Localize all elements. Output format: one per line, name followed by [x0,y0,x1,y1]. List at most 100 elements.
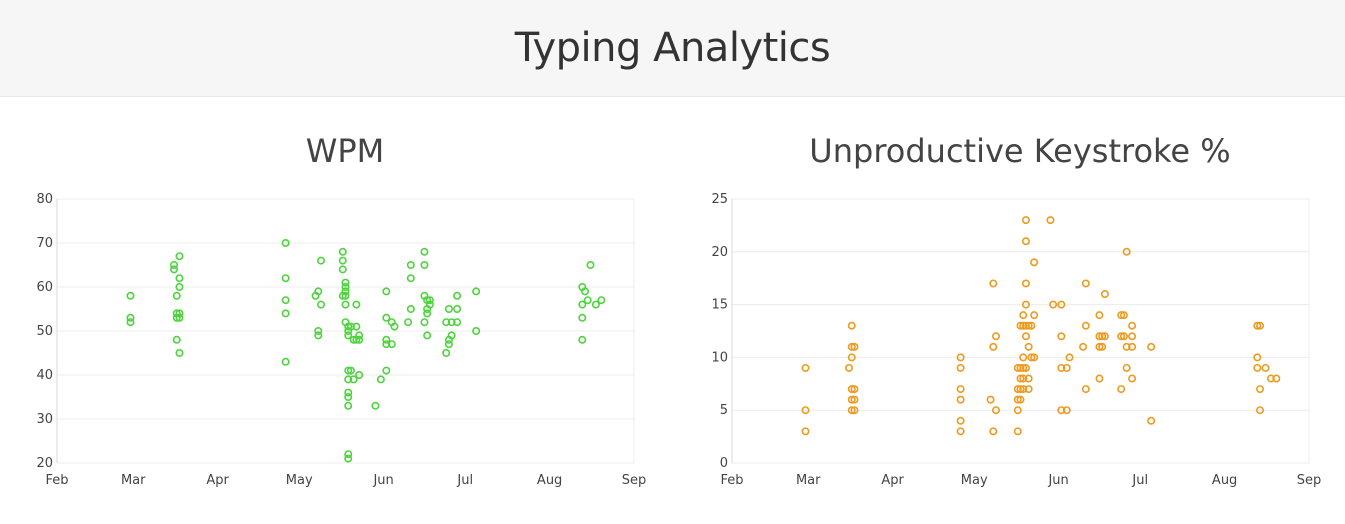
data-point [175,252,184,261]
data-point [453,304,462,313]
data-point [578,313,587,322]
data-point [1253,321,1262,330]
data-point [281,274,290,283]
y-tick-label: 70 [36,236,53,251]
y-tick-label: 40 [36,368,53,383]
data-point [1013,385,1022,394]
data-point [376,375,385,384]
data-point [352,300,361,309]
data-point [420,318,429,327]
data-point [1021,279,1030,288]
data-point [355,335,364,344]
data-point [1027,353,1036,362]
data-point [986,395,995,404]
data-point [453,291,462,300]
data-point [344,401,353,410]
data-point [845,363,854,372]
data-point [1117,332,1126,341]
data-point [314,331,323,340]
data-point [1013,427,1022,436]
data-point [1013,395,1022,404]
data-point [420,260,429,269]
data-point [1128,321,1137,330]
data-point [1100,332,1109,341]
data-point [847,342,856,351]
data-point [1016,385,1025,394]
data-point [349,335,358,344]
x-tick-label: Feb [45,473,68,488]
data-point [1119,311,1128,320]
data-point [344,392,353,401]
data-point [581,287,590,296]
x-tick-label: May [961,473,988,488]
data-point [847,321,856,330]
y-tick-label: 0 [720,456,728,471]
data-point [314,287,323,296]
data-point [850,385,859,394]
data-point [1019,321,1028,330]
data-point [314,326,323,335]
data-point [850,406,859,415]
data-point [1027,321,1036,330]
data-point [423,309,432,318]
data-point [1147,342,1156,351]
data-point [1021,300,1030,309]
data-point [172,291,181,300]
y-tick-label: 15 [711,298,728,313]
unproductive-chart-title: Unproductive Keystroke % [809,132,1231,170]
data-point [992,332,1001,341]
data-point [1122,363,1131,372]
data-point [404,318,413,327]
data-point [1261,363,1270,372]
data-point [1057,363,1066,372]
data-point [1016,374,1025,383]
x-tick-label: Jul [456,473,473,488]
data-point [1049,300,1058,309]
data-point [281,296,290,305]
data-point [382,287,391,296]
data-point [1122,342,1131,351]
data-point [341,287,350,296]
x-tick-label: Aug [537,473,562,488]
data-point [472,287,481,296]
y-tick-label: 20 [36,456,53,471]
data-point [338,265,347,274]
data-point [444,340,453,349]
data-point [281,357,290,366]
data-point [1095,311,1104,320]
data-point [1019,385,1028,394]
x-tick-label: Mar [121,473,146,488]
x-tick-label: Apr [206,473,229,488]
x-tick-label: Aug [1212,473,1237,488]
wpm-chart-title: WPM [305,132,385,170]
x-tick-label: Mar [796,473,821,488]
data-point [175,348,184,357]
data-point [406,274,415,283]
data-point [1046,216,1055,225]
data-point [1019,311,1028,320]
data-point [442,318,451,327]
data-point [349,375,358,384]
data-point [1098,332,1107,341]
x-tick-label: Jun [372,473,393,488]
data-point [442,348,451,357]
data-point [586,260,595,269]
data-point [175,309,184,318]
data-point [1117,311,1126,320]
data-point [583,296,592,305]
data-point [1119,332,1128,341]
data-point [801,406,810,415]
data-point [447,318,456,327]
data-point [444,304,453,313]
data-point [1081,279,1090,288]
data-point [847,353,856,362]
data-point [1030,353,1039,362]
data-point [390,322,399,331]
x-tick-label: Jun [1047,473,1068,488]
y-tick-label: 80 [36,192,53,207]
data-point [472,326,481,335]
data-point [382,335,391,344]
data-point [423,331,432,340]
page-header: Typing Analytics [0,0,1345,97]
